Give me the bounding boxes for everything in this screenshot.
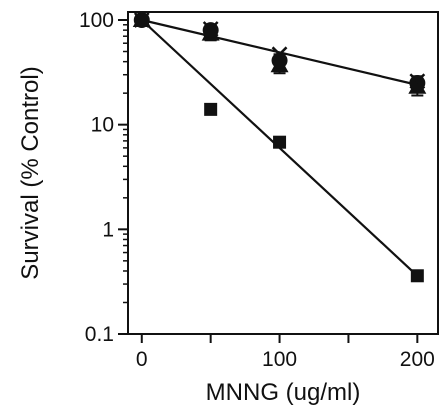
x-point <box>271 46 288 63</box>
square-point <box>204 102 218 116</box>
x-point <box>202 21 219 37</box>
square-point <box>273 135 287 149</box>
square-point <box>410 269 424 283</box>
circle-point <box>409 75 426 92</box>
data-points <box>132 11 427 283</box>
circle-point <box>271 52 288 69</box>
x-tick-label: 100 <box>262 348 297 371</box>
x-axis-title: MNNG (ug/ml) <box>206 379 361 406</box>
y-tick-label: 10 <box>91 114 114 137</box>
y-tick-label: 100 <box>79 9 114 32</box>
plot-frame <box>127 11 439 335</box>
y-tick-label: 0.1 <box>85 323 114 346</box>
axis-ticks: 0 100 200 0.1 1 10 100 <box>79 9 435 371</box>
x-tick-label: 200 <box>400 348 435 371</box>
x-tick-label: 0 <box>136 348 148 371</box>
fit-line <box>141 18 418 86</box>
x-point <box>409 73 426 90</box>
y-tick-label: 1 <box>102 218 114 241</box>
y-axis-title: Survival (% Control) <box>17 66 44 279</box>
x-point <box>133 12 150 28</box>
